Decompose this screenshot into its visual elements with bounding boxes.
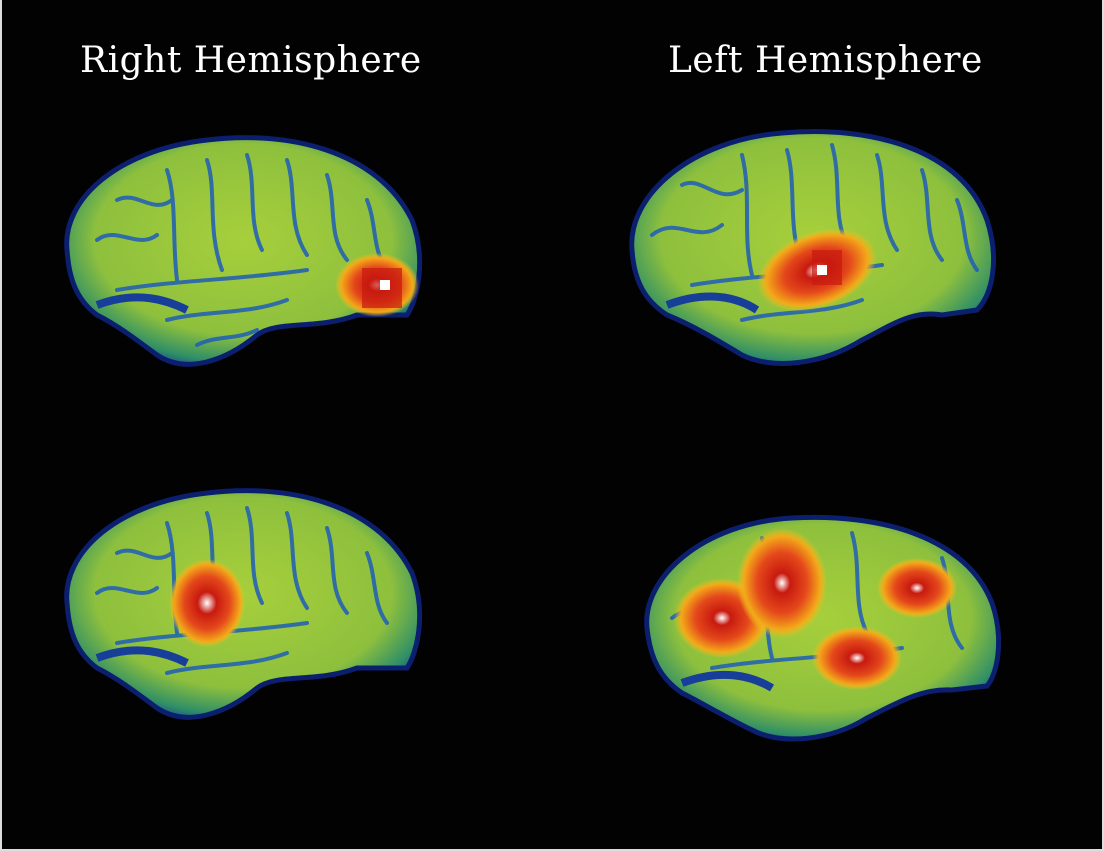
brain-scan-left-top (622, 125, 1002, 375)
right-hemisphere-heading: Right Hemisphere (80, 40, 422, 81)
activation-region (737, 528, 827, 638)
left-hemisphere-heading: Left Hemisphere (668, 40, 983, 81)
cortex-shape (64, 135, 423, 367)
brain-scan-left-bottom (642, 514, 1012, 748)
activation-region (169, 559, 245, 647)
brain-scan-right-bottom (57, 483, 427, 728)
activation-region (812, 626, 902, 690)
activation-region (877, 558, 957, 618)
brain-scan-right-top (57, 130, 427, 375)
